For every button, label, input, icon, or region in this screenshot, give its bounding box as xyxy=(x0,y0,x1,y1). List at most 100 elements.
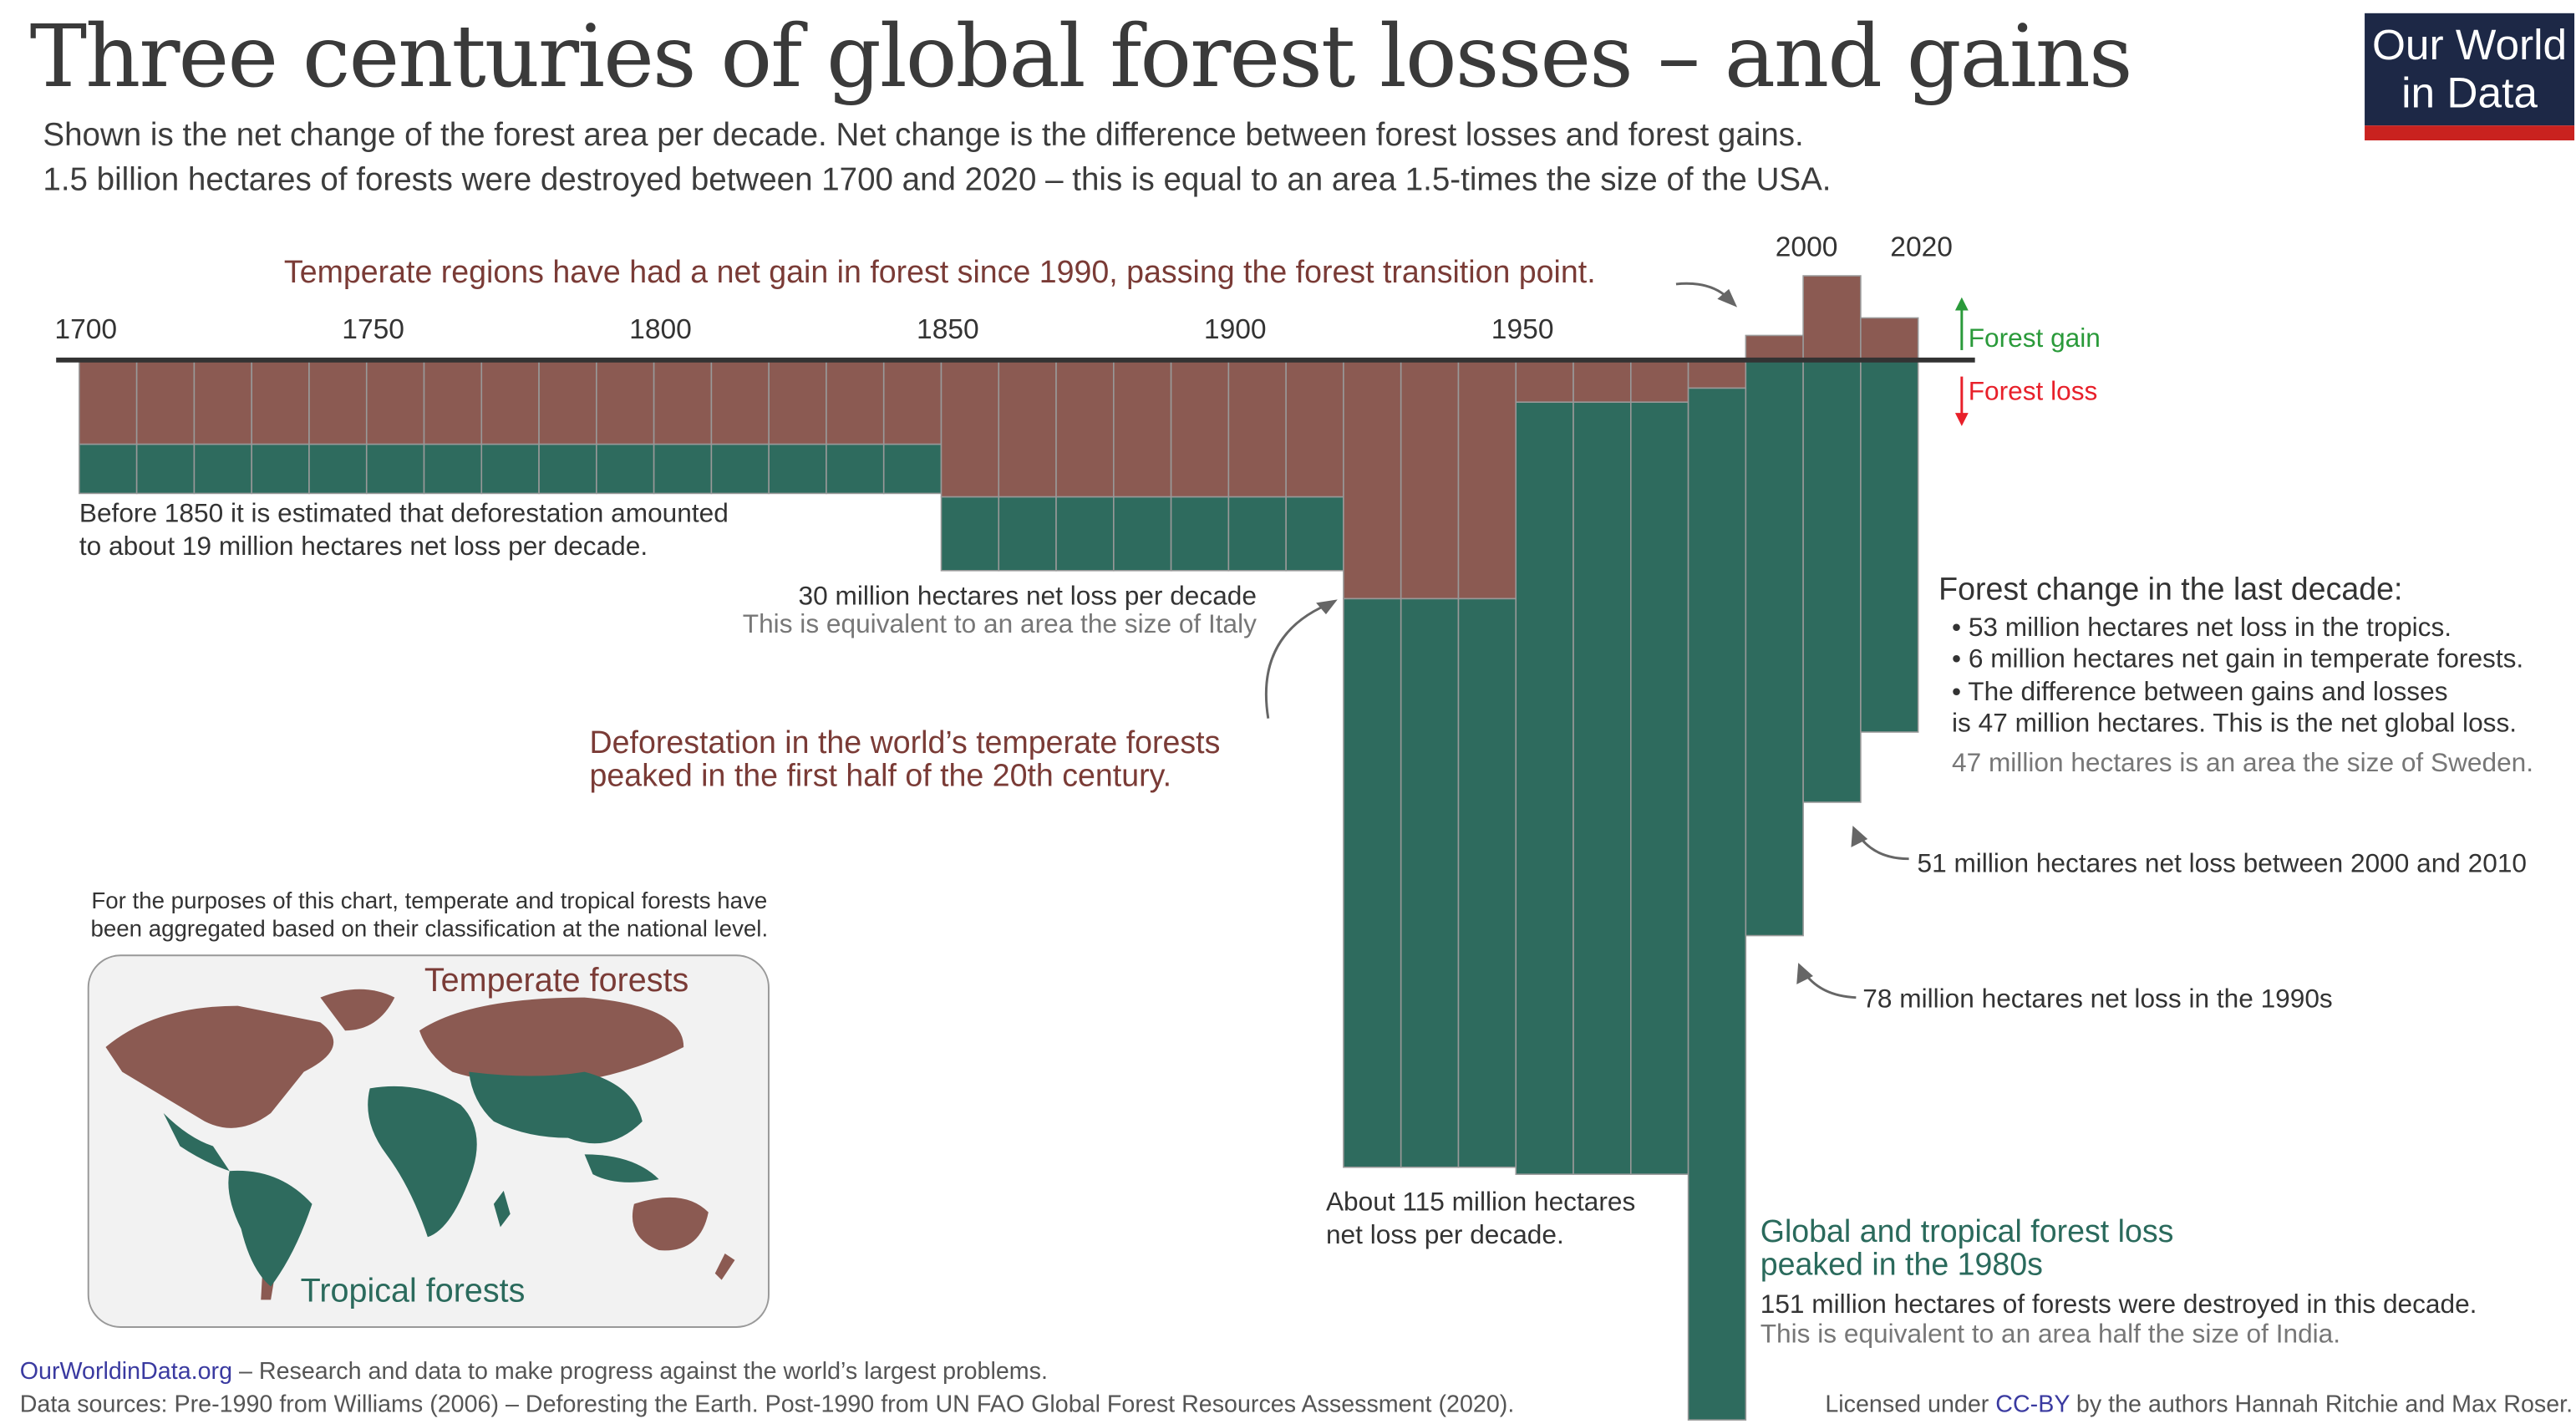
footer-sources: Data sources: Pre-1990 from Williams (20… xyxy=(19,1392,1515,1419)
bar-temperate-1930 xyxy=(1400,359,1460,600)
owid-link[interactable]: OurWorldinData.org xyxy=(19,1359,233,1386)
bar-tropical-1720 xyxy=(193,443,252,495)
bar-temperate-1850 xyxy=(940,359,1000,498)
bar-tropical-1940 xyxy=(1457,598,1517,1168)
last-decade-bullet-1: • 53 million hectares net loss in the tr… xyxy=(1951,614,2452,643)
bar-tropical-1740 xyxy=(308,443,368,495)
bar-temperate-1890 xyxy=(1170,359,1230,498)
annotation-about-115-1: About 115 million hectares xyxy=(1325,1188,1636,1218)
tick-2000: 2000 xyxy=(1776,231,1838,262)
bar-temperate-1980 xyxy=(1687,359,1747,389)
annotation-before-1850-2: to about 19 million hectares net loss pe… xyxy=(79,533,648,562)
bar-temperate-1760 xyxy=(423,359,483,445)
logo-red-bar xyxy=(2365,125,2575,140)
bar-tropical-1950 xyxy=(1515,401,1574,1175)
bar-temperate-1810 xyxy=(710,359,770,445)
tick-1750: 1750 xyxy=(342,314,404,345)
bar-temperate-2000 xyxy=(1802,275,1862,361)
bar-temperate-1710 xyxy=(135,359,196,445)
chart-title: Three centuries of global forest losses … xyxy=(29,8,2133,108)
bar-tropical-1960 xyxy=(1573,401,1632,1175)
bar-temperate-1910 xyxy=(1285,359,1344,498)
bar-tropical-1890 xyxy=(1170,496,1230,572)
cc-by-link[interactable]: CC-BY xyxy=(1995,1392,2070,1419)
bar-tropical-2000 xyxy=(1802,359,1862,803)
bar-tropical-1990 xyxy=(1745,359,1804,937)
bar-temperate-1750 xyxy=(365,359,425,445)
transition-arrow-icon xyxy=(1675,282,1729,298)
tick-1900: 1900 xyxy=(1204,314,1267,345)
bar-tropical-1830 xyxy=(826,443,885,495)
bar-tropical-1910 xyxy=(1285,496,1344,572)
bar-temperate-1920 xyxy=(1343,359,1402,600)
map-note-line-2: been aggregated based on their classific… xyxy=(90,914,769,942)
bar-tropical-1700 xyxy=(79,443,138,495)
bar-temperate-1770 xyxy=(480,359,540,445)
annotation-about-115-2: net loss per decade. xyxy=(1325,1222,1564,1251)
annotation-151-million: 151 million hectares of forests were des… xyxy=(1760,1291,2477,1320)
bar-tropical-1730 xyxy=(251,443,310,495)
tick-1800: 1800 xyxy=(629,314,692,345)
bar-tropical-2010 xyxy=(1860,359,1919,733)
tick-1850: 1850 xyxy=(917,314,979,345)
owid-logo[interactable]: Our World in Data xyxy=(2365,13,2575,142)
map-note: For the purposes of this chart, temperat… xyxy=(49,887,809,942)
bar-temperate-1820 xyxy=(768,359,827,445)
bar-temperate-1720 xyxy=(193,359,252,445)
bar-temperate-1740 xyxy=(308,359,368,445)
annotation-30-million: 30 million hectares net loss per decade xyxy=(798,582,1257,612)
bar-temperate-1940 xyxy=(1457,359,1517,600)
bar-tropical-1760 xyxy=(423,443,483,495)
annotation-sweden: 47 million hectares is an area the size … xyxy=(1951,750,2534,778)
temperate-peak-arrow-icon xyxy=(1264,603,1329,719)
bar-temperate-1780 xyxy=(538,359,597,445)
footer-tagline: OurWorldinData.org – Research and data t… xyxy=(20,1359,1048,1387)
world-map xyxy=(105,989,735,1300)
loss-arrow-icon xyxy=(1954,376,1969,426)
bar-temperate-1950 xyxy=(1515,359,1574,404)
subtitle-line-1: Shown is the net change of the forest ar… xyxy=(43,117,1804,154)
bar-temperate-1900 xyxy=(1227,359,1287,498)
bar-tropical-1710 xyxy=(135,443,196,495)
map-note-line-1: For the purposes of this chart, temperat… xyxy=(91,887,768,913)
bar-temperate-1880 xyxy=(1113,359,1172,498)
bar-tropical-1780 xyxy=(538,443,597,495)
annotation-italy: This is equivalent to an area the size o… xyxy=(742,611,1257,639)
last-decade-bullet-2: • 6 million hectares net gain in tempera… xyxy=(1951,645,2524,674)
last-decade-title: Forest change in the last decade: xyxy=(1938,572,2403,608)
bar-tropical-1750 xyxy=(365,443,425,495)
bar-tropical-1800 xyxy=(653,443,713,495)
subtitle-line-2: 1.5 billion hectares of forests were des… xyxy=(43,161,1832,199)
bar-tropical-1980 xyxy=(1687,387,1747,1421)
tropical-regions xyxy=(163,1071,659,1287)
bar-tropical-1790 xyxy=(596,443,655,495)
bar-tropical-1860 xyxy=(998,496,1057,572)
bar-temperate-1700 xyxy=(79,359,138,445)
bar-tropical-1880 xyxy=(1113,496,1172,572)
logo-line-1: Our World xyxy=(2371,19,2568,70)
bar-temperate-1790 xyxy=(596,359,655,445)
license-prefix: Licensed under xyxy=(1825,1392,1996,1419)
tick-2020: 2020 xyxy=(1890,231,1953,262)
bar-temperate-1730 xyxy=(251,359,310,445)
bar-tropical-1870 xyxy=(1055,496,1115,572)
bar-tropical-1810 xyxy=(710,443,770,495)
annotation-tropical-peak-2: peaked in the 1980s xyxy=(1760,1249,2043,1284)
bar-tropical-1970 xyxy=(1630,401,1689,1175)
bar-temperate-1800 xyxy=(653,359,713,445)
annotation-2000s: 51 million hectares net loss between 200… xyxy=(1917,850,2528,879)
bar-tropical-1850 xyxy=(940,496,1000,572)
bar-tropical-1820 xyxy=(768,443,827,495)
forest-type-map xyxy=(87,954,770,1328)
legend-forest-gain: Forest gain xyxy=(1969,323,2101,353)
bar-tropical-1920 xyxy=(1343,598,1402,1168)
footer-tagline-text: – Research and data to make progress aga… xyxy=(232,1359,1048,1386)
annotation-temperate-peak-2: peaked in the first half of the 20th cen… xyxy=(589,760,1172,795)
last-decade-bullet-3: • The difference between gains and losse… xyxy=(1951,679,2448,707)
tick-1700: 1700 xyxy=(54,314,117,345)
annotation-temperate-peak-1: Deforestation in the world’s temperate f… xyxy=(589,726,1221,762)
bar-temperate-2010 xyxy=(1860,317,1919,361)
bar-temperate-1960 xyxy=(1573,359,1632,404)
bar-tropical-1770 xyxy=(480,443,540,495)
